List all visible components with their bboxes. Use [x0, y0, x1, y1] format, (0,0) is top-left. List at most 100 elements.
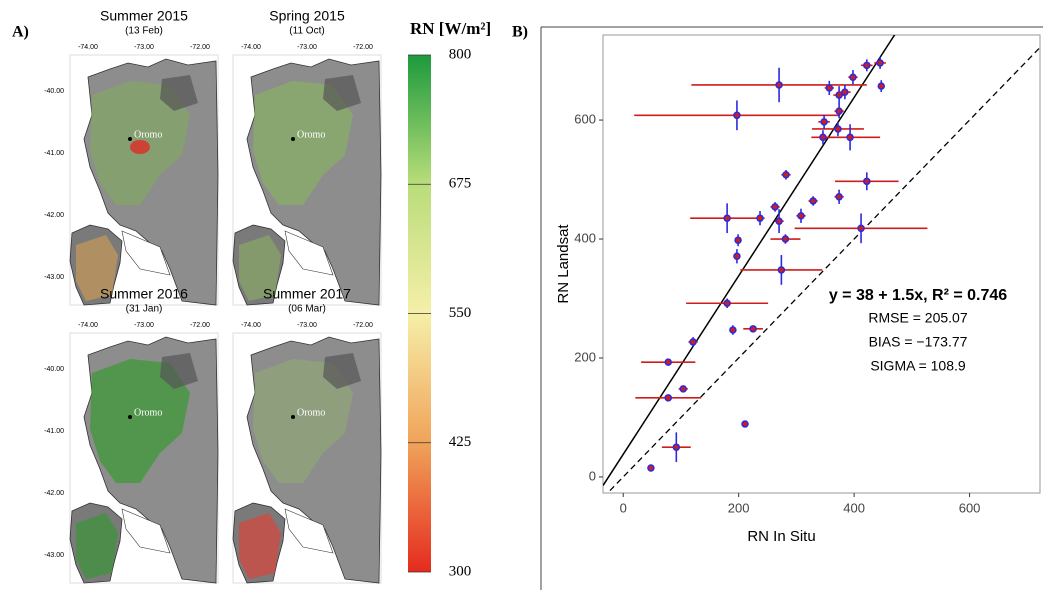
lon-tick-label: -74.00: [78, 322, 98, 329]
map-title: Summer 2016: [100, 286, 188, 302]
lon-tick-label: -73.00: [297, 44, 317, 51]
x-tick-label: 400: [843, 500, 865, 515]
map-place-label: Oromo: [297, 129, 325, 140]
stat-annotation: RMSE = 205.07: [868, 310, 967, 326]
point: [797, 212, 805, 220]
y-tick-label: 200: [574, 349, 596, 364]
point: [729, 326, 737, 334]
point: [775, 217, 783, 225]
map-place-dot: [128, 137, 132, 141]
point: [672, 443, 681, 451]
map-title: Summer 2017: [263, 286, 351, 302]
map-rn-cover: [76, 513, 118, 579]
point: [679, 385, 687, 393]
panel-label: B): [512, 24, 528, 41]
point: [723, 299, 731, 308]
colorbar-tick-label: 550: [449, 305, 472, 321]
map-land: [246, 336, 382, 584]
y-tick-label: 600: [574, 111, 596, 126]
stat-annotation: SIGMA = 108.9: [870, 358, 966, 374]
map-place-dot: [291, 415, 295, 419]
plot-clip: [603, 35, 1040, 493]
map-title: Summer 2015: [100, 8, 188, 24]
point: [771, 203, 779, 211]
map-rn-cover: [253, 81, 353, 205]
lon-tick-label: -72.00: [190, 322, 210, 329]
scatter-plot: 0 200 400 600 0 200 400 600 RN In Situ RN Landsat…: [555, 35, 1040, 545]
point: [647, 464, 655, 472]
map-rn-cover: [76, 235, 118, 301]
colorbar-tick-label: 800: [449, 46, 472, 62]
map-place-dot: [291, 137, 295, 141]
lon-tick-label: -74.00: [241, 44, 261, 51]
y-axis-title: RN Landsat: [555, 224, 572, 304]
point: [876, 59, 884, 67]
point: [664, 394, 672, 402]
point: [781, 235, 790, 243]
lat-tick-label: -43.00: [44, 274, 64, 281]
y-tick-label: 400: [574, 230, 596, 245]
map-place-label: Oromo: [134, 129, 162, 140]
map-title: Spring 2015: [269, 8, 345, 24]
lon-tick-label: -73.00: [297, 322, 317, 329]
map-water: [284, 508, 334, 554]
maps: Oromo Summer 2015 (13 Feb) -74.00 -73.00 -72.…: [44, 8, 382, 584]
colorbar-tick-label: 300: [449, 563, 472, 579]
point: [846, 133, 854, 142]
map-water: [284, 230, 334, 276]
x-tick-label: 600: [959, 500, 981, 515]
point: [777, 266, 786, 274]
panel-label: A): [12, 24, 29, 41]
map-water: [121, 508, 171, 554]
colorbar-tick-label: 675: [449, 176, 472, 192]
lat-tick-label: -41.00: [44, 150, 64, 157]
map-rn-cover: [239, 513, 281, 579]
lon-tick-label: -74.00: [78, 44, 98, 51]
point: [820, 118, 828, 126]
point: [877, 82, 885, 90]
point: [733, 252, 741, 261]
point: [857, 224, 865, 233]
lat-tick-label: -41.00: [44, 428, 64, 435]
map-date: (31 Jan): [126, 304, 163, 315]
map-date: (13 Feb): [125, 26, 163, 37]
lat-tick-label: -40.00: [44, 366, 64, 373]
point: [664, 358, 672, 366]
lon-tick-label: -74.00: [241, 322, 261, 329]
lat-tick-label: -40.00: [44, 88, 64, 95]
point: [723, 214, 731, 222]
lat-tick-label: -42.00: [44, 490, 64, 497]
map-place-label: Oromo: [297, 407, 325, 418]
map-place-dot: [128, 415, 132, 419]
point: [863, 177, 871, 186]
plot-area: [602, 34, 1041, 494]
point: [734, 236, 742, 244]
stat-annotation: BIAS = −173.77: [869, 334, 968, 350]
map-panel: Oromo Spring 2015 (11 Oct) -74.00 -73.00 -72.…: [232, 8, 382, 306]
point: [835, 91, 843, 99]
map-date: (06 Mar): [288, 304, 326, 315]
lon-tick-label: -72.00: [353, 322, 373, 329]
point: [809, 197, 817, 205]
map-lake: [160, 353, 198, 389]
lon-tick-label: -73.00: [134, 322, 154, 329]
stat-annotation: y = 38 + 1.5x, R² = 0.746: [829, 287, 1007, 304]
map-lake: [323, 353, 361, 389]
x-tick-label: 200: [728, 500, 750, 515]
point: [819, 133, 827, 142]
point: [834, 125, 842, 133]
point: [749, 325, 757, 333]
point: [741, 420, 749, 428]
map-panel: Oromo Summer 2016 (31 Jan) -74.00 -73.00 -72.…: [44, 286, 219, 584]
point: [756, 214, 764, 222]
map-rn-cover: [239, 235, 281, 301]
point: [849, 73, 857, 81]
fit-line: [603, 35, 896, 486]
lat-tick-label: -43.00: [44, 552, 64, 559]
map-panel: Oromo Summer 2015 (13 Feb) -74.00 -73.00 -72.…: [44, 8, 219, 306]
colorbar-title: RN [W/m²]: [410, 19, 491, 38]
map-date: (11 Oct): [289, 26, 324, 37]
lat-tick-label: -42.00: [44, 212, 64, 219]
point: [841, 88, 849, 96]
x-axis-title: RN In Situ: [747, 528, 815, 545]
